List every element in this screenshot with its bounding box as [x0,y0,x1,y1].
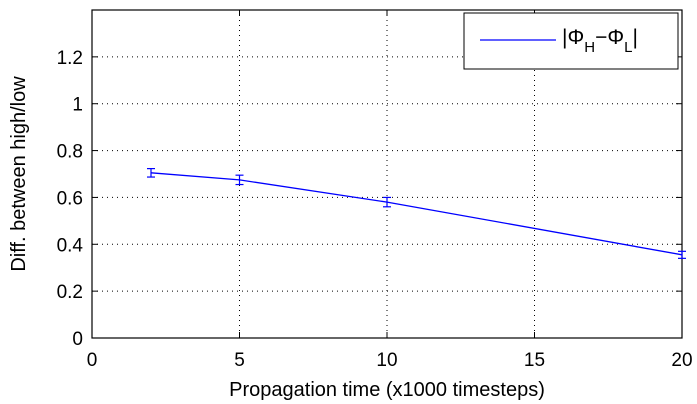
x-tick-label: 10 [376,350,397,371]
y-tick-label: 0 [72,329,83,350]
y-tick-label: 0.2 [57,282,83,303]
y-tick-label: 0.6 [57,188,83,209]
legend-label-mid: −Φ [595,26,624,49]
x-tick-label: 20 [671,350,692,371]
legend-label-suffix: | [632,26,637,49]
y-tick-label: 1 [72,95,83,116]
error-bar [383,196,391,208]
y-axis-label: Diff. between high/low [8,76,30,272]
error-bar [147,168,155,178]
y-tick-label: 1.2 [57,48,83,69]
x-tick-label: 0 [87,350,98,371]
x-tick-label: 5 [234,350,245,371]
x-tick-label: 15 [524,350,545,371]
error-bar [678,250,686,259]
error-bar [235,174,244,186]
legend-entry-label: |ΦH−ΦL| [562,26,638,56]
y-tick-label: 0.8 [57,142,83,163]
data-series [147,168,686,259]
legend-label-sub-h: H [584,39,595,56]
legend: |ΦH−ΦL| [463,12,679,70]
legend-box [463,12,679,70]
axis-ticks: 0 5 10 15 20 0 0.2 0.4 0.6 0.8 1 1.2 [57,10,693,371]
y-tick-label: 0.4 [57,235,84,256]
legend-label-prefix: |Φ [562,26,584,49]
x-axis-label: Propagation time (x1000 timesteps) [229,379,545,401]
series-line [150,172,683,256]
legend-label-sub-l: L [624,39,632,56]
